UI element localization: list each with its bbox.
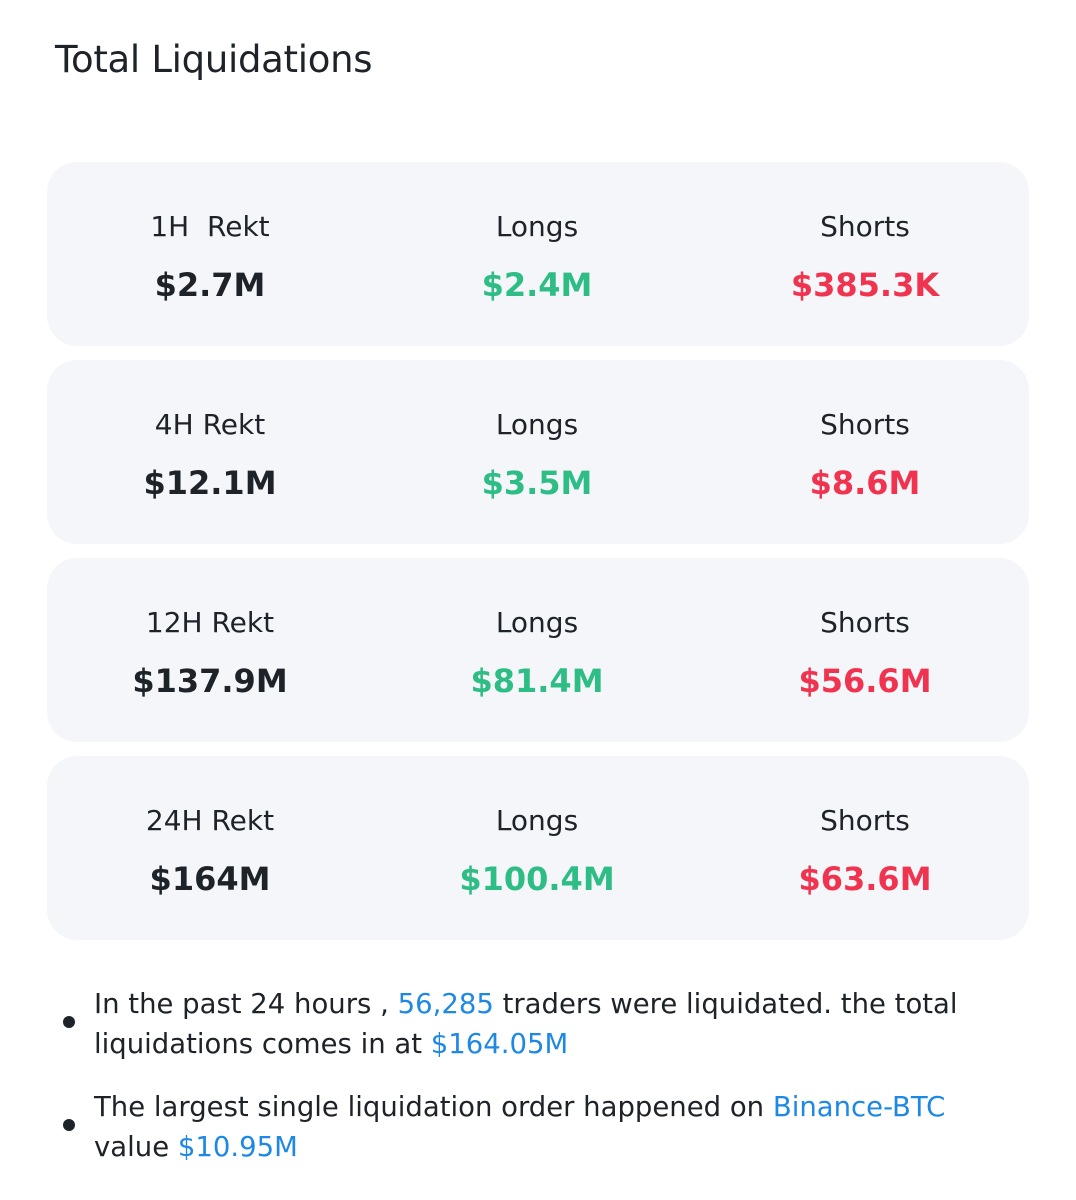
- note-text-part: traders were liquidated. the total liqui…: [94, 988, 958, 1060]
- total-value: $2.7M: [154, 266, 266, 304]
- note-text: In the past 24 hours , 56,285 traders we…: [94, 984, 1020, 1064]
- summary-note-largest-order: The largest single liquidation order hap…: [60, 1087, 1020, 1171]
- shorts-value: $8.6M: [809, 464, 921, 502]
- shorts-column: Shorts $385.3K: [715, 162, 1015, 346]
- longs-label: Longs: [495, 606, 579, 639]
- longs-value: $2.4M: [481, 266, 593, 304]
- shorts-column: Shorts $63.6M: [715, 756, 1015, 940]
- page-title: Total Liquidations: [55, 38, 373, 81]
- largest-order-value: $10.95M: [177, 1131, 298, 1163]
- shorts-label: Shorts: [820, 210, 910, 243]
- summary-note-traders: In the past 24 hours , 56,285 traders we…: [60, 984, 1020, 1068]
- liquidation-card-4h: 4H Rekt $12.1M Longs $3.5M Shorts $8.6M: [47, 360, 1029, 544]
- longs-label: Longs: [495, 804, 579, 837]
- liquidation-card-12h: 12H Rekt $137.9M Longs $81.4M Shorts $56…: [47, 558, 1029, 742]
- longs-label: Longs: [495, 408, 579, 441]
- period-label: 1H Rekt: [150, 210, 270, 243]
- total-column: 4H Rekt $12.1M: [60, 360, 360, 544]
- longs-column: Longs $3.5M: [387, 360, 687, 544]
- total-column: 12H Rekt $137.9M: [60, 558, 360, 742]
- shorts-value: $63.6M: [798, 860, 932, 898]
- longs-column: Longs $100.4M: [387, 756, 687, 940]
- total-value: $137.9M: [132, 662, 288, 700]
- total-column: 24H Rekt $164M: [60, 756, 360, 940]
- total-column: 1H Rekt $2.7M: [60, 162, 360, 346]
- liquidation-card-24h: 24H Rekt $164M Longs $100.4M Shorts $63.…: [47, 756, 1029, 940]
- note-text-part: In the past 24 hours ,: [94, 988, 398, 1020]
- shorts-value: $385.3K: [790, 266, 940, 304]
- traders-count: 56,285: [397, 988, 494, 1020]
- longs-column: Longs $81.4M: [387, 558, 687, 742]
- note-text-part: The largest single liquidation order hap…: [94, 1091, 773, 1123]
- note-text: The largest single liquidation order hap…: [94, 1087, 1020, 1167]
- shorts-column: Shorts $56.6M: [715, 558, 1015, 742]
- shorts-label: Shorts: [820, 606, 910, 639]
- period-label: 4H Rekt: [154, 408, 266, 441]
- shorts-label: Shorts: [820, 408, 910, 441]
- longs-label: Longs: [495, 210, 579, 243]
- exchange-link[interactable]: Binance-BTC: [772, 1091, 946, 1123]
- shorts-label: Shorts: [820, 804, 910, 837]
- total-value: $164M: [149, 860, 271, 898]
- total-liquidation-amount: $164.05M: [430, 1028, 569, 1060]
- period-label: 12H Rekt: [145, 606, 275, 639]
- longs-value: $81.4M: [470, 662, 604, 700]
- liquidation-card-1h: 1H Rekt $2.7M Longs $2.4M Shorts $385.3K: [47, 162, 1029, 346]
- period-label: 24H Rekt: [145, 804, 275, 837]
- shorts-column: Shorts $8.6M: [715, 360, 1015, 544]
- longs-column: Longs $2.4M: [387, 162, 687, 346]
- bullet-icon: [63, 1016, 75, 1028]
- bullet-icon: [63, 1119, 75, 1131]
- note-text-part: value: [94, 1131, 178, 1163]
- total-value: $12.1M: [143, 464, 277, 502]
- longs-value: $100.4M: [459, 860, 615, 898]
- longs-value: $3.5M: [481, 464, 593, 502]
- shorts-value: $56.6M: [798, 662, 932, 700]
